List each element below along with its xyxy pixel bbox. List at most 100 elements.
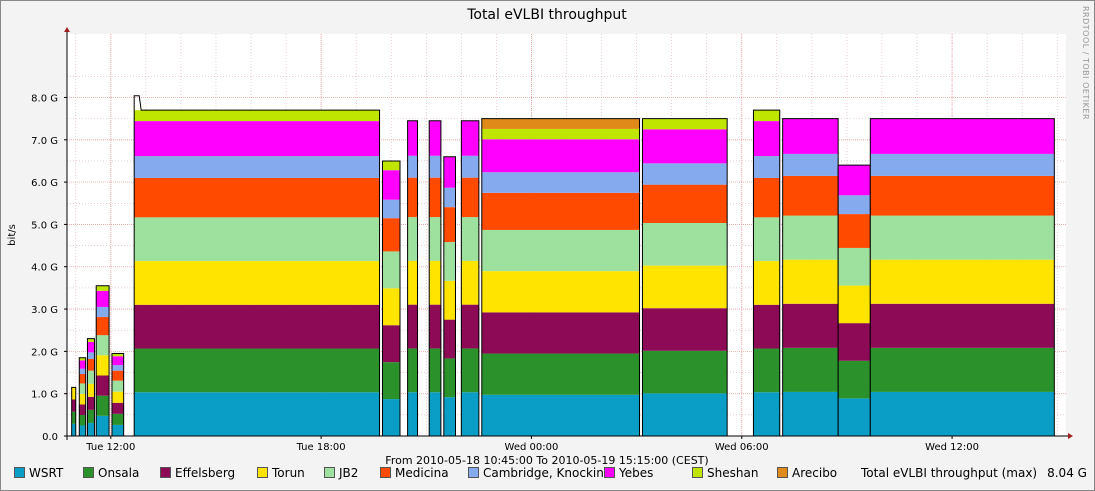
area-band [870,347,1055,392]
area-band [71,387,76,400]
legend-swatch [83,467,94,478]
area-band [642,184,728,224]
area-band [134,217,380,262]
area-band [443,397,456,436]
legend-item-arecibo: Arecibo [777,466,837,480]
area-band [429,260,441,305]
y-tick-label: 1.0 G [31,390,58,401]
area-band [111,380,124,392]
legend-item-torun: Torun [257,466,305,480]
y-tick-label: 3.0 G [31,305,58,316]
chart-title: Total eVLBI throughput [466,7,627,23]
legend-label: Arecibo [792,466,838,480]
legend-swatch [324,467,335,478]
area-band [87,409,95,423]
area-band [461,348,479,393]
area-band [382,399,400,436]
area-band [481,118,640,129]
area-band [870,303,1055,348]
total-line [86,338,95,436]
area-band [79,393,86,405]
area-band [79,414,86,426]
area-band [429,348,441,393]
total-line [95,285,110,436]
area-band [79,357,86,361]
area-band [407,348,418,393]
area-band [481,172,640,193]
area-band [642,350,728,394]
area-band [134,110,380,122]
area-band [134,261,380,305]
y-tick-label: 0.0 [42,432,58,443]
area-band [96,306,110,318]
area-band [838,285,871,324]
legend-label: Onsala [98,466,140,480]
area-band [96,290,110,307]
watermark: RRDTOOL / TOBI OETIKER [1081,6,1090,120]
legend-item-medicina: Medicina [380,466,449,480]
area-band [481,353,640,395]
area-band [753,110,780,122]
y-axis-label: bit/s [7,224,18,246]
legend-label: Torun [272,466,305,480]
y-tick-label: 2.0 G [31,347,58,358]
area-band [79,374,86,384]
area-band [443,280,456,320]
legend-item-cambridge-knockin: Cambridge, Knockin [468,466,604,480]
area-band [407,217,418,261]
area-band [96,415,110,436]
area-band [87,383,95,397]
legend-swatch [604,467,615,478]
total-line [133,95,381,436]
area-band [96,285,110,291]
area-band [134,121,380,157]
area-band [382,325,400,363]
area-band [407,155,418,178]
area-band [443,319,456,359]
total-line [71,386,77,436]
area-band [382,362,400,400]
y-tick-label: 8.0 G [31,93,58,104]
legend-swatch [257,467,268,478]
y-tick-label: 7.0 G [31,136,58,147]
x-tick-label: Wed 06:00 [715,442,769,453]
area-band [382,199,400,219]
total-line [381,160,401,436]
area-band [87,396,95,410]
area-band [134,156,380,178]
area-band [782,347,839,392]
area-band [481,192,640,230]
area-band [870,153,1055,176]
area-band [87,370,95,384]
area-band [782,391,839,436]
area-band [79,425,86,436]
total-line [443,156,456,436]
area-band [382,218,400,252]
area-band [481,271,640,313]
area-band [870,215,1055,260]
legend-total-label: Total eVLBI throughput (max) [861,466,1038,480]
area-band [753,156,780,178]
legend-item-jb2: JB2 [324,466,358,480]
area-band [782,175,839,216]
area-band [407,260,418,305]
area-band [87,341,95,353]
area-band [838,247,871,286]
legend-label: Effelsberg [175,466,236,480]
legend-label: Medicina [395,466,449,480]
area-band [838,398,871,436]
area-band [87,422,95,436]
area-band [111,365,124,371]
area-band [753,392,780,436]
y-tick-label: 6.0 G [31,178,58,189]
area-band [429,392,441,436]
area-band [134,392,380,436]
area-band [838,214,871,248]
y-tick-label: 5.0 G [31,220,58,231]
area-band [753,261,780,305]
total-line [869,118,1055,436]
legend-item-onsala: Onsala [83,466,139,480]
legend-label: Cambridge, Knockin [483,466,604,480]
